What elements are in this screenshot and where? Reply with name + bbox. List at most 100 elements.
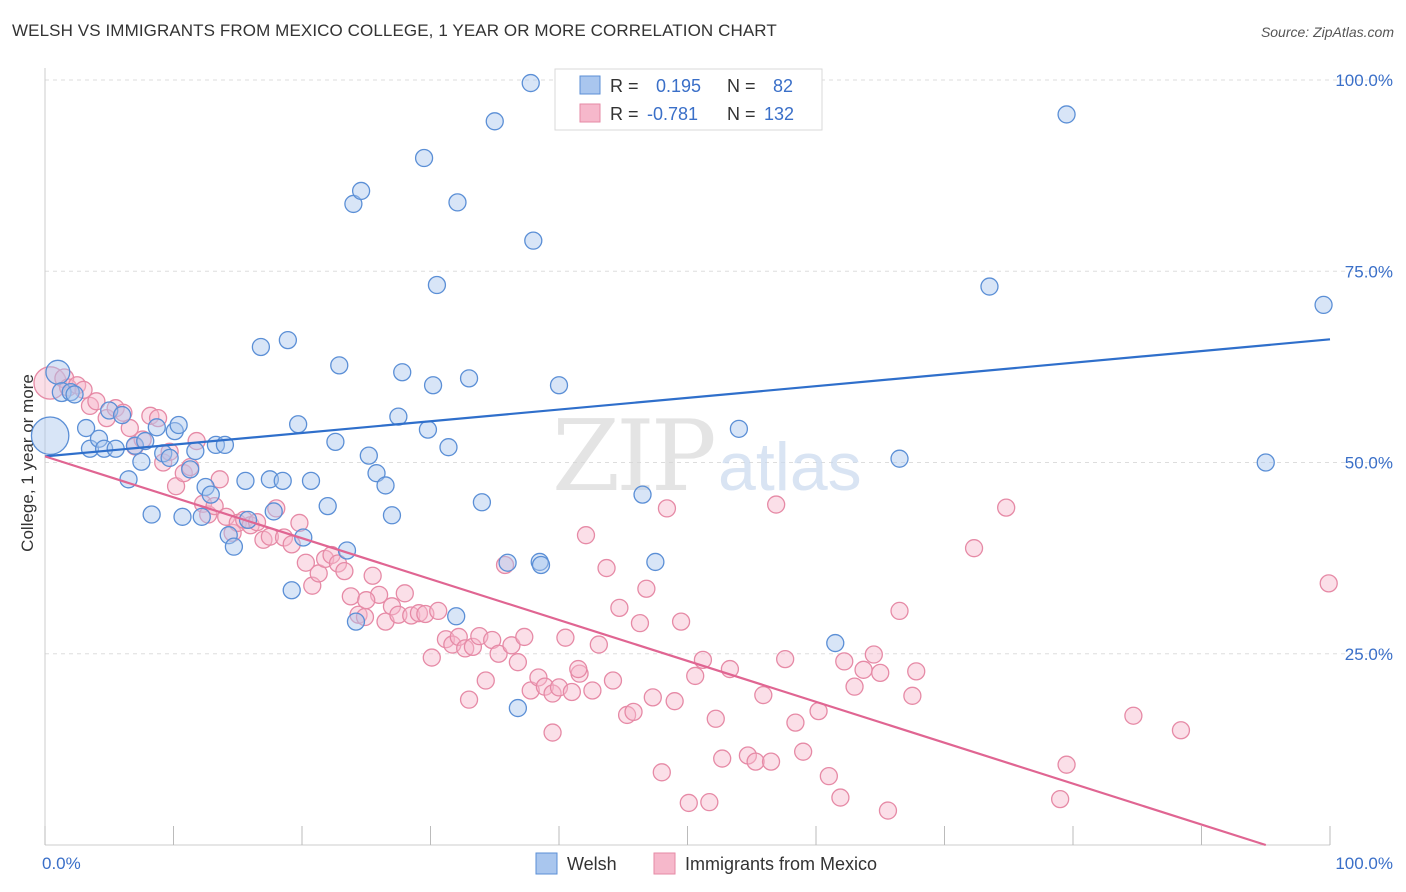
welsh-point [181, 460, 200, 479]
mexico-point [878, 801, 898, 820]
welsh-point [1256, 453, 1275, 472]
mexico-point [335, 561, 354, 581]
welsh-point [423, 376, 443, 395]
welsh-point [890, 449, 909, 468]
y-tick-label: 25.0% [1345, 645, 1393, 664]
mexico-point [819, 767, 838, 786]
mexico-point [713, 749, 732, 768]
welsh-point [427, 275, 447, 295]
mexico-point [630, 614, 650, 633]
mexico-point [767, 495, 786, 514]
mexico-point [657, 499, 677, 518]
stats-mexico-r-value: -0.781 [647, 104, 698, 124]
welsh-point [76, 418, 96, 438]
mexico-point [508, 653, 528, 672]
welsh-point [485, 112, 504, 131]
welsh-point [169, 415, 188, 435]
y-tick-label: 50.0% [1345, 454, 1393, 473]
mexico-point [776, 649, 795, 669]
mexico-point [1171, 721, 1191, 740]
welsh-point [447, 607, 466, 626]
mexico-point [845, 677, 864, 696]
stats-mexico-n-value: 132 [764, 104, 794, 124]
mexico-point [679, 793, 698, 813]
legend-mexico-label: Immigrants from Mexico [685, 854, 877, 874]
mexico-trendline [44, 455, 1267, 847]
mexico-point [449, 627, 468, 647]
mexico-point [686, 666, 705, 686]
mexico-point [210, 470, 229, 489]
welsh-point [45, 359, 71, 385]
welsh-point [89, 429, 109, 448]
welsh-point [549, 376, 569, 395]
chart-title: WELSH VS IMMIGRANTS FROM MEXICO COLLEGE,… [12, 21, 777, 40]
mexico-point [456, 639, 475, 658]
welsh-point [439, 438, 458, 457]
mexico-point [907, 662, 926, 681]
mexico-point [583, 681, 602, 700]
welsh-point [278, 330, 298, 350]
welsh-point [65, 385, 84, 404]
stats-welsh-n-value: 82 [773, 76, 793, 96]
mexico-point [794, 742, 813, 761]
welsh-point [236, 471, 255, 491]
welsh-point [351, 181, 371, 201]
legend-welsh-label: Welsh [567, 854, 617, 874]
mexico-point [529, 668, 548, 687]
welsh-point [30, 416, 70, 456]
mexico-point [831, 788, 850, 807]
mexico-point [576, 526, 596, 545]
mexico-point [290, 513, 309, 533]
welsh-point [251, 337, 271, 357]
stats-welsh-n-label: N = [727, 76, 756, 96]
stats-welsh-swatch [579, 75, 601, 95]
mexico-point [205, 496, 224, 516]
mexico-point [33, 366, 67, 400]
welsh-point [173, 507, 192, 526]
stats-mexico-n-label: N = [727, 104, 756, 124]
x-tick-label: 0.0% [42, 854, 81, 873]
welsh-point [459, 369, 479, 388]
stats-welsh-r-value: 0.195 [656, 76, 701, 96]
mexico-point [903, 686, 922, 705]
mexico-point [1124, 706, 1143, 725]
mexico-point [997, 498, 1016, 517]
mexico-point [476, 671, 495, 690]
mexico-point [489, 644, 508, 663]
welsh-point [346, 612, 366, 631]
mexico-point [148, 408, 168, 428]
mexico-point [463, 637, 483, 657]
mexico-point [665, 692, 684, 711]
mexico-point [671, 612, 691, 631]
welsh-point [646, 552, 665, 572]
mexico-point [746, 752, 765, 771]
welsh-point [633, 485, 652, 504]
stats-box: R = 0.195 N = 82 R = -0.781 N = 132 [554, 68, 823, 131]
welsh-point [418, 420, 438, 439]
mexico-point [395, 584, 414, 603]
mexico-point [624, 702, 643, 722]
mexico-point [835, 652, 854, 671]
welsh-point [186, 441, 205, 461]
mexico-point [341, 587, 360, 606]
mexico-point [597, 558, 616, 578]
mexico-point [754, 685, 773, 705]
mexico-point [700, 793, 719, 812]
mexico-point [652, 763, 671, 782]
welsh-point [147, 418, 166, 437]
mexico-point [610, 598, 629, 617]
mexico-point [890, 601, 909, 621]
mexico-point [562, 682, 581, 702]
mexico-point [637, 579, 656, 598]
x-tick-label: 100.0% [1335, 854, 1393, 873]
mexico-point [389, 605, 408, 624]
gridlines [45, 79, 1392, 655]
legend: Welsh Immigrants from Mexico [535, 852, 877, 875]
welsh-point [826, 633, 845, 653]
mexico-point [871, 663, 890, 683]
y-tick-label: 100.0% [1335, 71, 1393, 90]
mexico-point [515, 627, 534, 647]
welsh-point [264, 502, 283, 521]
welsh-point [132, 452, 151, 471]
